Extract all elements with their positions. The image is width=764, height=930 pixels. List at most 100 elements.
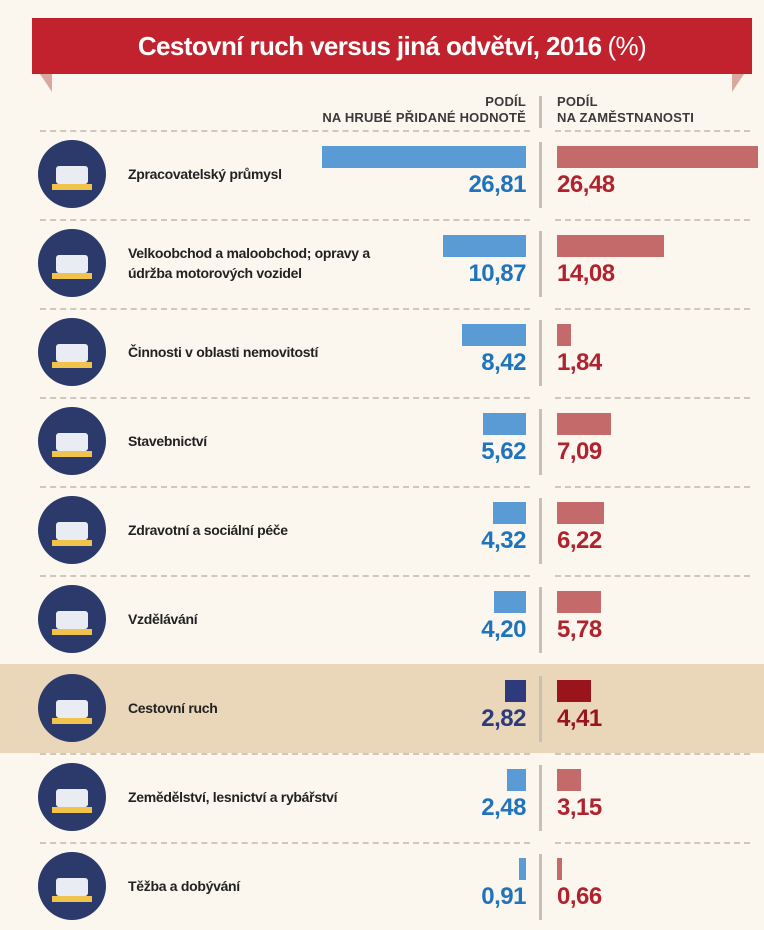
row-divider [539,231,542,297]
row-divider [539,320,542,386]
header-divider [539,96,542,128]
row-divider [539,676,542,742]
value-label: 4,20 [481,616,526,643]
row-separator [555,575,750,577]
value-label: 5,78 [557,616,602,643]
bar [557,858,563,880]
row-separator [40,219,530,221]
row-separator [40,753,530,755]
bar [483,413,526,435]
title-unit: (%) [607,31,646,61]
category-icon [38,140,106,208]
value-label: 6,22 [557,527,602,554]
bar [462,324,526,346]
row-separator [555,486,750,488]
bar [557,769,581,791]
row-divider [539,142,542,208]
value-label: 3,15 [557,794,602,821]
highlight-band [0,664,764,753]
icon-shape [56,255,88,273]
bar [557,413,611,435]
row-separator [555,130,750,132]
bar [557,591,601,613]
icon-shape [56,344,88,362]
icon-shape [56,700,88,718]
category-icon [38,318,106,386]
bar [507,769,526,791]
value-label: 26,81 [468,171,526,198]
bar [519,858,526,880]
category-label: Zdravotní a sociální péče [128,522,288,538]
icon-shape [52,896,92,902]
value-label: 0,91 [481,883,526,910]
icon-shape [52,184,92,190]
value-label: 5,62 [481,438,526,465]
category-label: Vzdělávání [128,611,198,627]
category-label: Velkoobchod a maloobchod; opravy a údržb… [128,245,370,281]
bar [322,146,526,168]
icon-shape [56,789,88,807]
value-label: 2,82 [481,705,526,732]
row-separator [40,575,530,577]
row-divider [539,587,542,653]
title-banner: Cestovní ruch versus jiná odvětví, 2016(… [32,18,752,92]
bar [557,146,759,168]
icon-shape [52,451,92,457]
row-divider [539,409,542,475]
bar [493,502,526,524]
category-label: Zpracovatelský průmysl [128,166,282,182]
series-header: PODÍL NA ZAMĚSTNANOSTI [557,94,695,125]
icon-shape [52,718,92,724]
row-separator [555,219,750,221]
row-separator [40,397,530,399]
value-label: 14,08 [557,260,615,287]
category-label: Stavebnictví [128,433,207,449]
row-divider [539,854,542,920]
icon-shape [52,629,92,635]
title: Cestovní ruch versus jiná odvětví, 2016(… [138,31,646,61]
row-separator [555,842,750,844]
category-label: Těžba a dobývání [128,878,240,894]
row-separator [555,308,750,310]
icon-shape [56,166,88,184]
row-separator [555,397,750,399]
row-separator [40,486,530,488]
value-label: 1,84 [557,349,602,376]
title-text: Cestovní ruch versus jiná odvětví, 2016 [138,31,602,61]
category-label: Cestovní ruch [128,700,218,716]
value-label: 2,48 [481,794,526,821]
icon-shape [52,540,92,546]
icon-shape [52,807,92,813]
icon-shape [56,878,88,896]
category-icon [38,496,106,564]
row-divider [539,765,542,831]
bar [557,324,571,346]
row-separator [40,308,530,310]
bar [557,502,605,524]
category-icon [38,674,106,742]
value-label: 4,32 [481,527,526,554]
category-icon [38,585,106,653]
row-separator [555,753,750,755]
bar [504,680,526,702]
banner [32,18,752,74]
series-header: PODÍL NA HRUBÉ PŘIDANÉ HODNOTĚ [322,94,526,125]
icon-shape [56,522,88,540]
row-separator [40,842,530,844]
category-icon [38,763,106,831]
value-label: 10,87 [468,260,526,287]
category-icon [38,852,106,920]
bar [494,591,526,613]
value-label: 26,48 [557,171,615,198]
value-label: 4,41 [557,705,602,732]
bar [443,235,526,257]
bar [557,235,664,257]
category-label: Zemědělství, lesnictví a rybářství [128,789,338,805]
row-divider [539,498,542,564]
value-label: 0,66 [557,883,602,910]
icon-shape [56,433,88,451]
icon-shape [56,611,88,629]
category-label: Činnosti v oblasti nemovitostí [128,344,319,360]
row-separator [40,130,530,132]
